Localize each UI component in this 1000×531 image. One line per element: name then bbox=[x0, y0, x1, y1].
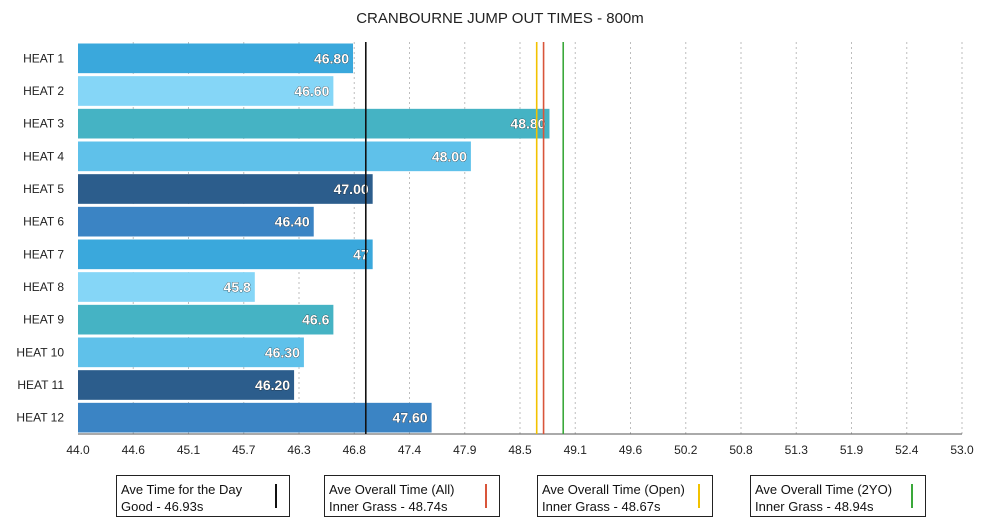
bar bbox=[78, 239, 373, 270]
chart-title: CRANBOURNE JUMP OUT TIMES - 800m bbox=[356, 10, 644, 27]
x-tick-label: 46.8 bbox=[343, 443, 367, 457]
category-label: HEAT 8 bbox=[23, 280, 64, 294]
legend-item-line2: Inner Grass - 48.74s bbox=[329, 499, 448, 514]
bar bbox=[78, 402, 432, 433]
legend-item-line2: Inner Grass - 48.67s bbox=[542, 499, 661, 514]
legend-swatch bbox=[485, 484, 487, 508]
legend-item-line2: Inner Grass - 48.94s bbox=[755, 499, 874, 514]
data-label: 45.8 bbox=[224, 279, 251, 295]
category-label: HEAT 7 bbox=[23, 247, 64, 261]
x-tick-label: 50.2 bbox=[674, 443, 698, 457]
x-tick-label: 47.9 bbox=[453, 443, 477, 457]
legend-item-line2: Good - 46.93s bbox=[121, 499, 204, 514]
data-label: 48.00 bbox=[432, 148, 467, 164]
category-label: HEAT 6 bbox=[23, 215, 64, 229]
bar bbox=[78, 141, 471, 172]
bar bbox=[78, 272, 255, 302]
x-tick-label: 45.7 bbox=[232, 443, 256, 457]
x-tick-label: 44.0 bbox=[66, 443, 90, 457]
data-label: 47.60 bbox=[393, 410, 428, 426]
x-tick-label: 49.6 bbox=[619, 443, 643, 457]
bar bbox=[78, 304, 334, 335]
legend-item-overall-2yo: Ave Overall Time (2YO) Inner Grass - 48.… bbox=[750, 475, 926, 517]
x-tick-label: 53.0 bbox=[950, 443, 974, 457]
data-label: 46.80 bbox=[314, 50, 349, 66]
x-tick-label: 46.3 bbox=[287, 443, 311, 457]
x-tick-label: 50.8 bbox=[729, 443, 753, 457]
legend-item-line1: Ave Overall Time (Open) bbox=[542, 482, 685, 497]
legend-item-line1: Ave Time for the Day bbox=[121, 482, 243, 497]
bar-chart: 44.0 44.6 45.1 45.7 46.3 46.8 47.4 47.9 48.5 49.1… bbox=[16, 42, 974, 457]
bar bbox=[78, 43, 354, 74]
category-label: HEAT 9 bbox=[23, 313, 64, 327]
data-label: 46.60 bbox=[294, 83, 329, 99]
category-label: HEAT 10 bbox=[16, 345, 64, 359]
category-label: HEAT 3 bbox=[23, 117, 64, 131]
legend-swatch bbox=[911, 484, 913, 508]
legend-swatch bbox=[275, 484, 277, 508]
category-label: HEAT 4 bbox=[23, 149, 64, 163]
x-tick-label: 47.4 bbox=[398, 443, 422, 457]
legend-item-line1: Ave Overall Time (2YO) bbox=[755, 482, 893, 497]
data-label: 48.80 bbox=[510, 116, 545, 132]
x-tick-label: 52.4 bbox=[895, 443, 919, 457]
bar bbox=[78, 76, 334, 106]
legend-item-overall-all: Ave Overall Time (All) Inner Grass - 48.… bbox=[324, 475, 500, 517]
category-label: HEAT 12 bbox=[16, 411, 64, 425]
x-tick-label: 45.1 bbox=[177, 443, 201, 457]
legend-swatch bbox=[698, 484, 700, 508]
data-label: 46.40 bbox=[275, 214, 310, 230]
bar bbox=[78, 337, 304, 368]
legend-item-text: Ave Overall Time (2YO) Inner Grass - 48.… bbox=[755, 481, 892, 515]
category-label: HEAT 2 bbox=[23, 84, 64, 98]
data-label: 47.00 bbox=[334, 181, 369, 197]
category-label: HEAT 11 bbox=[17, 378, 64, 392]
legend-item-text: Ave Overall Time (All) Inner Grass - 48.… bbox=[329, 481, 454, 515]
data-label: 46.30 bbox=[265, 344, 300, 360]
category-label: HEAT 1 bbox=[23, 51, 64, 65]
legend-item-text: Ave Time for the Day Good - 46.93s bbox=[121, 481, 242, 515]
bar bbox=[78, 108, 550, 139]
x-tick-label: 51.3 bbox=[785, 443, 809, 457]
category-label: HEAT 5 bbox=[23, 182, 64, 196]
x-tick-label: 49.1 bbox=[564, 443, 588, 457]
data-label: 46.6 bbox=[302, 312, 329, 328]
x-tick-label: 44.6 bbox=[122, 443, 146, 457]
bar bbox=[78, 370, 295, 400]
legend-item-text: Ave Overall Time (Open) Inner Grass - 48… bbox=[542, 481, 685, 515]
bar bbox=[78, 206, 314, 237]
bar bbox=[78, 174, 373, 204]
legend-item-line1: Ave Overall Time (All) bbox=[329, 482, 455, 497]
legend-item-day-average: Ave Time for the Day Good - 46.93s bbox=[116, 475, 290, 517]
legend-item-overall-open: Ave Overall Time (Open) Inner Grass - 48… bbox=[537, 475, 713, 517]
legend: Ave Time for the Day Good - 46.93s Ave O… bbox=[0, 475, 1000, 521]
x-tick-label: 48.5 bbox=[508, 443, 532, 457]
data-label: 46.20 bbox=[255, 377, 290, 393]
x-tick-label: 51.9 bbox=[840, 443, 864, 457]
